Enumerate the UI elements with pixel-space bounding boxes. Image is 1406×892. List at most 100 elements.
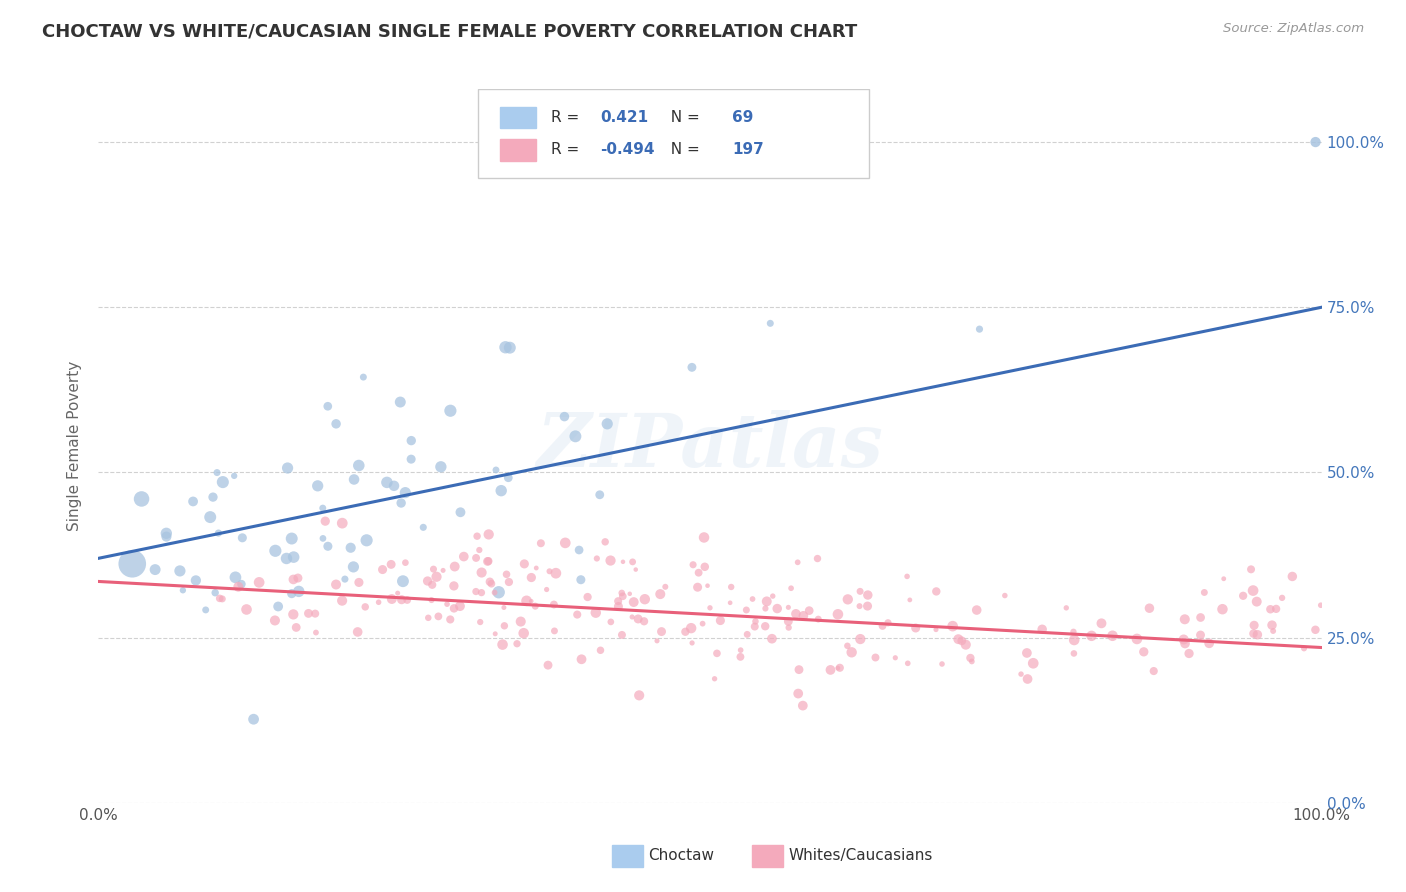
Point [607, 594, 630, 608]
Point [342, 560, 364, 574]
Point [131, 491, 153, 506]
Point [778, 615, 800, 629]
Point [897, 657, 920, 671]
Point [312, 532, 335, 546]
Point [1271, 591, 1294, 605]
Point [693, 531, 716, 545]
Point [443, 601, 465, 615]
Point [412, 520, 434, 534]
Point [347, 575, 370, 590]
Point [304, 607, 326, 621]
FancyBboxPatch shape [499, 107, 536, 128]
Point [1063, 647, 1085, 661]
Point [925, 584, 948, 599]
Point [312, 501, 335, 516]
Point [827, 661, 849, 675]
Point [1211, 602, 1233, 616]
Point [524, 561, 547, 575]
Point [865, 650, 887, 665]
Point [585, 606, 607, 620]
Point [735, 603, 758, 617]
Point [347, 458, 370, 473]
Point [420, 593, 443, 607]
Point [720, 580, 742, 594]
Point [619, 587, 641, 601]
Point [477, 554, 499, 568]
Point [422, 562, 444, 576]
Point [1022, 657, 1045, 671]
Point [848, 599, 870, 614]
Text: R =: R = [551, 111, 583, 125]
Text: -0.494: -0.494 [600, 143, 654, 157]
Point [181, 494, 204, 508]
Point [1305, 135, 1327, 149]
Text: N =: N = [661, 111, 704, 125]
Point [387, 586, 409, 600]
Point [432, 563, 454, 577]
Point [211, 475, 233, 489]
Point [509, 615, 531, 629]
Point [194, 603, 217, 617]
Point [792, 698, 814, 713]
Point [706, 646, 728, 660]
Point [969, 322, 991, 336]
Point [650, 587, 672, 601]
Point [703, 672, 725, 686]
Point [841, 645, 863, 659]
Point [394, 485, 416, 500]
Point [610, 628, 633, 642]
Point [543, 598, 565, 612]
Point [536, 582, 558, 597]
Point [416, 574, 439, 588]
Point [498, 574, 520, 589]
Point [966, 603, 988, 617]
Point [1054, 600, 1077, 615]
Point [994, 589, 1017, 603]
Point [287, 571, 309, 585]
Point [837, 592, 859, 607]
Point [754, 601, 776, 615]
Point [571, 652, 593, 666]
Point [224, 468, 246, 483]
Point [792, 608, 814, 623]
Point [1010, 667, 1032, 681]
Point [491, 638, 513, 652]
Point [399, 452, 422, 467]
Point [1132, 645, 1154, 659]
Point [325, 577, 347, 591]
Point [354, 599, 377, 614]
Point [596, 417, 619, 431]
Point [512, 626, 534, 640]
Point [1143, 664, 1166, 678]
Point [283, 607, 305, 622]
Point [693, 559, 716, 574]
Point [568, 543, 591, 558]
Point [280, 587, 302, 601]
Point [1189, 628, 1212, 642]
FancyBboxPatch shape [478, 89, 869, 178]
Point [1062, 624, 1084, 639]
Point [264, 614, 287, 628]
Point [371, 563, 394, 577]
Point [231, 577, 253, 591]
FancyBboxPatch shape [499, 139, 536, 161]
Point [1241, 583, 1264, 598]
Point [330, 516, 353, 531]
Point [207, 526, 229, 541]
Point [242, 712, 264, 726]
Point [896, 569, 918, 583]
Point [418, 611, 440, 625]
Point [1126, 632, 1149, 646]
Point [787, 687, 810, 701]
Point [567, 607, 589, 622]
Point [499, 341, 522, 355]
Point [624, 563, 647, 577]
Point [759, 316, 782, 330]
Point [392, 574, 415, 589]
Point [681, 621, 703, 635]
Point [699, 600, 721, 615]
Point [1178, 647, 1201, 661]
Point [316, 539, 339, 553]
Point [375, 475, 398, 490]
Point [755, 594, 778, 608]
